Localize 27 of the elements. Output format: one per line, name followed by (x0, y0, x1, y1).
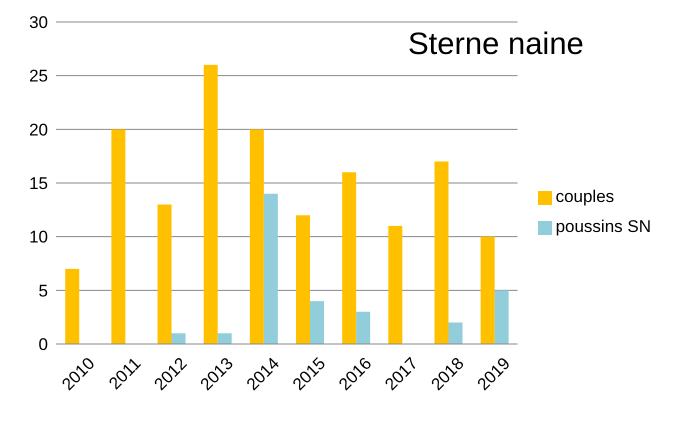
legend-label: poussins SN (556, 217, 651, 236)
bar (310, 301, 324, 344)
y-tick-label: 5 (38, 281, 48, 300)
bar (494, 290, 509, 344)
bar (356, 312, 370, 344)
bar (448, 322, 462, 344)
chart-title: Sterne naine (408, 26, 584, 62)
bar (111, 129, 126, 344)
bar (388, 226, 402, 344)
y-tick-label: 30 (29, 13, 48, 32)
bar (264, 194, 278, 344)
y-tick-label: 20 (29, 120, 48, 140)
bar (296, 215, 310, 344)
bar (342, 172, 356, 344)
y-tick-label: 10 (29, 228, 48, 247)
y-tick-label: 15 (29, 174, 48, 194)
bar (250, 129, 264, 344)
legend-label: couples (556, 187, 614, 206)
bar (65, 268, 80, 344)
bar (172, 333, 186, 344)
y-tick-label: 25 (29, 66, 48, 86)
bar (480, 236, 495, 344)
bar (218, 333, 232, 344)
bar (204, 64, 218, 344)
bar (158, 204, 172, 344)
y-tick-label: 0 (38, 335, 48, 354)
bar (434, 162, 448, 344)
